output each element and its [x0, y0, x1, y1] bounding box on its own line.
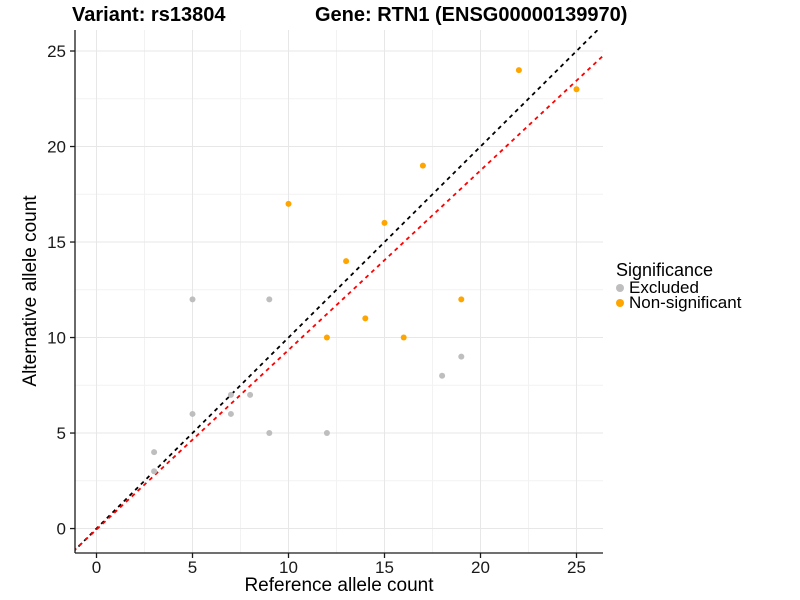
identity-line — [75, 30, 599, 552]
data-point-non-significant — [573, 86, 580, 93]
legend-item-excluded: Excluded — [616, 278, 741, 297]
data-point-non-significant — [323, 334, 330, 341]
data-point-excluded — [266, 296, 273, 303]
data-point-excluded — [266, 430, 273, 437]
data-point-excluded — [458, 353, 465, 360]
legend-item-non-significant: Non-significant — [616, 293, 742, 312]
fit-line — [75, 54, 603, 551]
y-tick-label: 10 — [47, 329, 66, 348]
data-point-excluded — [323, 430, 330, 437]
data-point-non-significant — [515, 67, 522, 74]
data-point-excluded — [439, 372, 446, 379]
legend-item-label: Non-significant — [629, 293, 742, 312]
data-point-excluded — [247, 391, 254, 398]
data-point-excluded — [227, 410, 234, 417]
data-point-non-significant — [285, 200, 292, 207]
x-axis-label: Reference allele count — [244, 575, 434, 596]
y-tick-label: 20 — [47, 138, 66, 157]
y-tick-label: 0 — [57, 520, 66, 539]
legend-dot-icon — [616, 283, 624, 292]
data-point-excluded — [189, 296, 196, 303]
data-point-excluded — [227, 391, 234, 398]
x-tick-label: 15 — [375, 558, 394, 577]
x-tick-label: 10 — [279, 558, 298, 577]
y-tick-label: 25 — [47, 42, 66, 61]
data-point-non-significant — [343, 258, 350, 265]
data-point-non-significant — [362, 315, 369, 322]
y-tick-label: 5 — [57, 424, 66, 443]
x-tick-label: 20 — [471, 558, 490, 577]
data-point-excluded — [151, 468, 158, 475]
y-tick-label: 15 — [47, 233, 66, 252]
y-axis-label: Alternative allele count — [20, 195, 41, 387]
data-point-non-significant — [458, 296, 465, 303]
legend-items: Excluded Non-significant — [616, 278, 742, 312]
legend-title: Significance — [616, 260, 714, 280]
legend-item-label: Excluded — [629, 278, 699, 297]
data-point-non-significant — [400, 334, 407, 341]
data-point-non-significant — [419, 162, 426, 169]
x-tick-label: 5 — [188, 558, 197, 577]
x-tick-label: 0 — [92, 558, 101, 577]
plot-title-gene: Gene: RTN1 (ENSG00000139970) — [315, 4, 628, 26]
legend: Significance Excluded Non-significant — [616, 260, 742, 312]
plot-title-variant: Variant: rs13804 — [72, 4, 226, 26]
x-tick-label: 25 — [567, 558, 586, 577]
legend-dot-icon — [616, 298, 624, 307]
data-point-excluded — [151, 449, 158, 456]
data-point-non-significant — [381, 219, 388, 226]
data-point-excluded — [189, 410, 196, 417]
